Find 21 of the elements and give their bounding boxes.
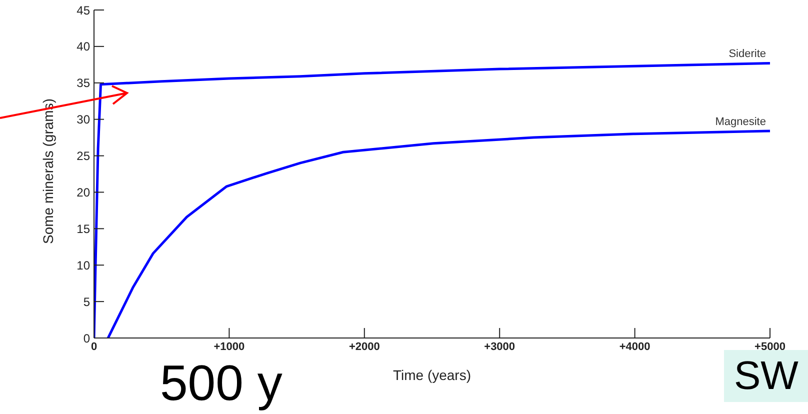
y-tick-label: 30 — [76, 112, 90, 127]
y-axis-title: Some minerals (grams) — [40, 98, 56, 244]
text: SW — [734, 354, 798, 398]
y-tick-label: 35 — [76, 76, 90, 90]
series-label: Siderite — [728, 48, 766, 60]
x-tick-label: +5000 — [754, 340, 786, 353]
series-label: Magnesite — [715, 116, 766, 128]
x-tick-label: +4000 — [619, 340, 650, 353]
y-tick-label: 25 — [76, 149, 90, 164]
x-tick-label: +1000 — [214, 340, 245, 353]
y-tick-label: 20 — [76, 185, 90, 200]
y-tick-label: 15 — [76, 222, 90, 236]
y-tick-label: 45 — [76, 3, 90, 18]
x-tick-label: +3000 — [484, 340, 516, 353]
line-series — [106, 130, 770, 338]
y-tick-label: 40 — [76, 40, 90, 54]
y-tick-label: 10 — [76, 258, 90, 272]
y-tick-label: 5 — [83, 294, 90, 309]
x-tick-label: +2000 — [348, 340, 380, 353]
text: 500 y — [160, 354, 282, 412]
x-axis-title: Time (years) — [392, 367, 472, 383]
